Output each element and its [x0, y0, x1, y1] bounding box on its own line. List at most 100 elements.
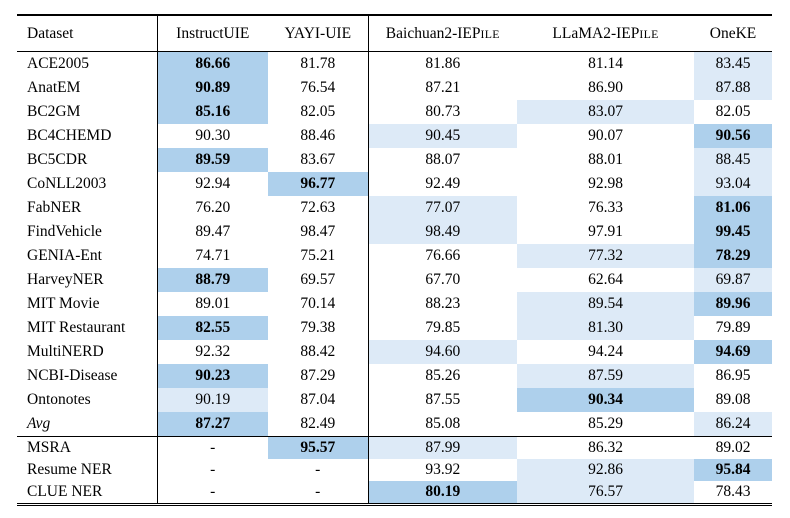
- value-cell: 92.49: [367, 172, 517, 196]
- value-cell: 88.46: [300, 127, 336, 144]
- value-cell: 90.19: [156, 388, 268, 412]
- dataset-cell: BC4CHEMD: [27, 127, 112, 144]
- table-row: BC4CHEMD 90.30 88.46 90.45 90.07 90.56: [17, 124, 772, 148]
- value-cell: 75.21: [300, 247, 336, 264]
- column-header-instructuie: InstructUIE: [156, 15, 268, 52]
- main-tbody: ACE2005 86.66 81.78 81.86 81.14 83.45 AnatEM 90…: [17, 51, 772, 437]
- value-cell: 78.43: [715, 483, 751, 500]
- value-cell: 87.99: [367, 436, 517, 459]
- value-cell: 89.96: [694, 292, 772, 316]
- value-cell: 89.59: [156, 148, 268, 172]
- value-cell: 92.86: [517, 459, 694, 481]
- value-cell: 98.49: [367, 220, 517, 244]
- value-cell: 90.07: [588, 127, 623, 144]
- value-cell: 76.20: [156, 196, 268, 220]
- table-row: ACE2005 86.66 81.78 81.86 81.14 83.45: [17, 51, 772, 76]
- table-header: Dataset InstructUIE YAYI-UIE Baichuan2-I…: [17, 15, 772, 52]
- value-cell: 86.24: [694, 412, 772, 437]
- value-cell: 88.23: [367, 292, 517, 316]
- value-cell: 88.42: [300, 343, 336, 360]
- table-row: FindVehicle 89.47 98.47 98.49 97.91 99.45: [17, 220, 772, 244]
- value-cell: 83.45: [694, 51, 772, 76]
- value-cell: 87.21: [367, 76, 517, 100]
- dataset-cell: ACE2005: [27, 55, 89, 72]
- column-header-baichuan2-iepile: Baichuan2-IEPILE: [367, 15, 517, 52]
- header-label-smallcaps: ILE: [639, 27, 659, 41]
- table-row: NCBI-Disease 90.23 87.29 85.26 87.59 86.95: [17, 364, 772, 388]
- value-cell: 83.67: [300, 151, 336, 168]
- value-cell: 81.86: [367, 51, 517, 76]
- value-cell: 94.69: [694, 340, 772, 364]
- header-label-smallcaps: ILE: [480, 27, 500, 41]
- value-cell: 86.95: [715, 367, 751, 384]
- footer-tbody: MSRA -95.57 87.99 86.32 89.02 Resume NER - -93.…: [17, 436, 772, 505]
- value-cell: 78.29: [694, 244, 772, 268]
- value-cell: 89.47: [156, 220, 268, 244]
- value-cell: 95.57: [268, 436, 368, 459]
- value-cell: 90.30: [156, 124, 268, 148]
- value-cell: 90.56: [694, 124, 772, 148]
- value-cell: 82.05: [715, 103, 751, 120]
- dataset-cell: MSRA: [17, 436, 157, 459]
- value-cell: 89.02: [694, 436, 772, 459]
- table-row: Resume NER - - 93.92 92.86 95.84: [17, 459, 772, 481]
- table-row: BC2GM 85.16 82.05 80.73 83.07 82.05: [17, 100, 772, 124]
- value-cell: 96.77: [268, 172, 368, 196]
- value-cell: 76.57: [517, 481, 694, 505]
- value-cell: 81.06: [694, 196, 772, 220]
- header-row: Dataset InstructUIE YAYI-UIE Baichuan2-I…: [17, 15, 772, 52]
- value-cell: 89.54: [517, 292, 694, 316]
- column-header-oneke: OneKE: [709, 24, 757, 42]
- value-cell: 77.32: [517, 244, 694, 268]
- value-cell: 82.05: [300, 103, 336, 120]
- table-row: MSRA -95.57 87.99 86.32 89.02: [17, 436, 772, 459]
- value-cell: 88.07: [367, 148, 517, 172]
- value-cell: 98.47: [300, 223, 336, 240]
- value-cell: 85.08: [367, 412, 517, 437]
- value-cell: 85.16: [156, 100, 268, 124]
- value-cell: -: [315, 461, 321, 478]
- dataset-cell: MultiNERD: [27, 343, 104, 360]
- value-cell: 85.29: [588, 415, 623, 432]
- table-row: MultiNERD 92.32 88.42 94.60 94.24 94.69: [17, 340, 772, 364]
- value-cell: 90.34: [517, 388, 694, 412]
- value-cell: 97.91: [588, 223, 623, 240]
- value-cell: -: [156, 436, 268, 459]
- value-cell: 80.19: [367, 481, 517, 505]
- value-cell: -: [156, 481, 268, 505]
- value-cell: 95.84: [694, 459, 772, 481]
- dataset-cell: GENIA-Ent: [27, 247, 102, 264]
- dataset-cell: CLUE NER: [27, 483, 103, 500]
- value-cell: 69.57: [300, 271, 336, 288]
- value-cell: 76.54: [300, 79, 336, 96]
- value-cell: 90.45: [367, 124, 517, 148]
- value-cell: 94.60: [367, 340, 517, 364]
- table-row: BC5CDR 89.59 83.67 88.07 88.01 88.45: [17, 148, 772, 172]
- value-cell: 92.98: [588, 175, 623, 192]
- value-cell: 92.32: [156, 340, 268, 364]
- results-table: Dataset InstructUIE YAYI-UIE Baichuan2-I…: [17, 14, 772, 506]
- value-cell: 87.88: [694, 76, 772, 100]
- value-cell: 62.64: [588, 271, 623, 288]
- value-cell: 69.87: [694, 268, 772, 292]
- value-cell: 86.66: [156, 51, 268, 76]
- value-cell: 88.79: [156, 268, 268, 292]
- value-cell: 90.23: [156, 364, 268, 388]
- dataset-cell: Ontonotes: [27, 391, 91, 408]
- table-row: Avg 87.27 82.49 85.08 85.29 86.24: [17, 412, 772, 437]
- value-cell: 88.45: [694, 148, 772, 172]
- value-cell: 94.24: [588, 343, 623, 360]
- value-cell: 90.89: [156, 76, 268, 100]
- dataset-cell: HarveyNER: [27, 271, 104, 288]
- table-row: HarveyNER 88.79 69.57 67.70 62.64 69.87: [17, 268, 772, 292]
- value-cell: 87.04: [300, 391, 336, 408]
- dataset-cell: BC2GM: [27, 103, 81, 120]
- table-row: MIT Movie 89.01 70.14 88.23 89.54 89.96: [17, 292, 772, 316]
- ner-results-table-container: Dataset InstructUIE YAYI-UIE Baichuan2-I…: [17, 14, 772, 506]
- table-row: GENIA-Ent 74.71 75.21 76.66 77.32 78.29: [17, 244, 772, 268]
- value-cell: 77.07: [367, 196, 517, 220]
- value-cell: 76.33: [588, 199, 623, 216]
- value-cell: -: [156, 459, 268, 481]
- value-cell: 83.07: [517, 100, 694, 124]
- value-cell: 87.27: [156, 412, 268, 437]
